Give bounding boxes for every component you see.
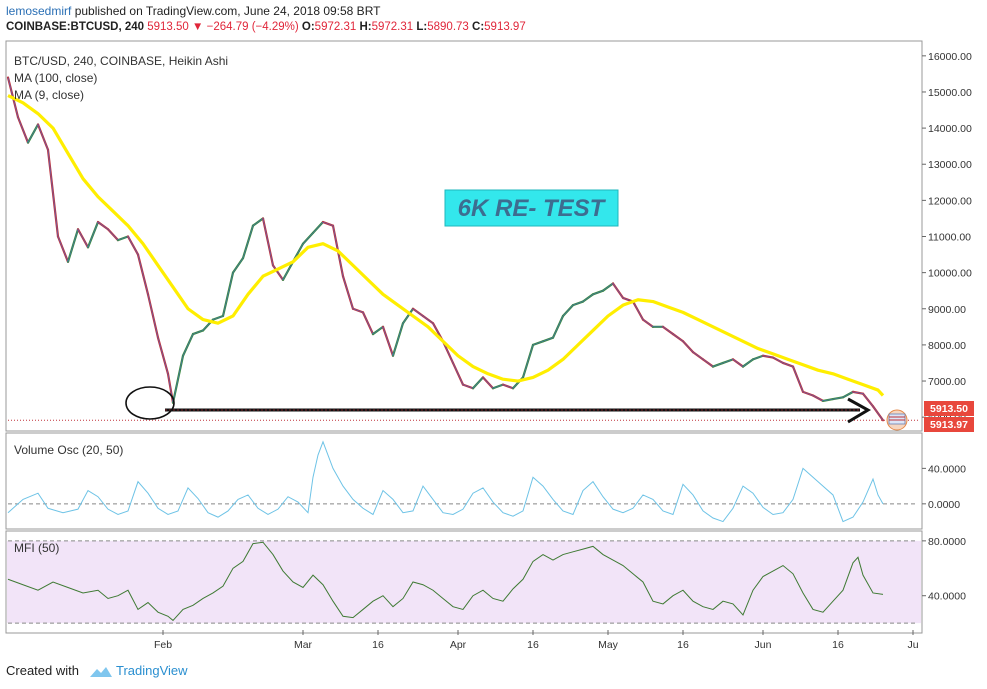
change-arrow-icon: ▼ [192, 21, 204, 33]
last-price-badge: 5913.50 [930, 403, 968, 415]
x-tick-label: 16 [527, 639, 539, 651]
series-layer [6, 76, 885, 622]
footer: Created with TradingView [6, 663, 188, 679]
x-tick-label: 16 [677, 639, 689, 651]
last-price: 5913.50 [147, 21, 189, 33]
close-label: C: [472, 21, 485, 33]
y-tick-label: 10000.00 [928, 268, 972, 280]
x-tick-label: Ju [907, 639, 918, 651]
high-value: 5972.31 [371, 21, 414, 33]
y-tick-label: 7000.00 [928, 376, 966, 388]
open-value: 5972.31 [314, 21, 357, 33]
x-tick-label: Apr [450, 639, 467, 651]
y-tick-label: 9000.00 [928, 304, 966, 316]
close-price-badge: 5913.97 [930, 419, 968, 431]
y-tick-label: 40.0000 [928, 463, 966, 475]
x-tick-label: May [598, 639, 619, 651]
close-value: 5913.97 [484, 21, 526, 33]
y-tick-label: 14000.00 [928, 123, 972, 135]
ma100-line [7, 94, 885, 397]
volume-pane-frame [5, 432, 923, 530]
y-tick-label: 16000.00 [928, 51, 972, 63]
mfi-pane-frame [5, 530, 923, 634]
ma100-legend: MA (100, close) [14, 71, 97, 85]
publisher-line: lemosedmirf published on TradingView.com… [6, 4, 380, 18]
last-price-badges: 5913.50 5913.97 [924, 401, 974, 432]
created-with-label: Created with [6, 663, 79, 678]
economic-event-icon[interactable] [886, 409, 908, 431]
symbol-label: COINBASE:BTCUSD, 240 [6, 21, 145, 33]
tradingview-brand-link[interactable]: TradingView [116, 663, 188, 678]
volume-osc-title: Volume Osc (20, 50) [14, 443, 123, 457]
published-text: published on TradingView.com, June 24, 2… [74, 4, 381, 18]
x-tick-label: 16 [372, 639, 384, 651]
x-tick-label: Mar [294, 639, 313, 651]
x-tick-label: 16 [832, 639, 844, 651]
quote-line: COINBASE:BTCUSD, 240 5913.50 ▼ −264.79 (… [6, 21, 526, 33]
x-tick-label: Jun [755, 639, 772, 651]
y-tick-label: 0.0000 [928, 499, 960, 511]
support-arrow-annotation[interactable] [125, 386, 872, 424]
mfi-title: MFI (50) [14, 541, 59, 555]
grid [8, 419, 918, 624]
price-change: −264.79 (−4.29%) [206, 21, 299, 33]
price-pane-title: BTC/USD, 240, COINBASE, Heikin Ashi [14, 54, 228, 68]
annotation-text: 6K RE- TEST [458, 195, 607, 222]
y-tick-label: 12000.00 [928, 195, 972, 207]
x-tick-label: Feb [154, 639, 172, 651]
low-label: L: [416, 21, 428, 33]
y-axis-ticks: 16000.00 15000.00 14000.00 13000.00 12000.00… [922, 51, 972, 603]
publisher-username[interactable]: lemosedmirf [6, 4, 72, 18]
low-value: 5890.73 [427, 21, 469, 33]
annotation-6k-retest[interactable]: 6K RE- TEST [444, 189, 619, 227]
mfi-line [7, 541, 884, 622]
ma9-legend: MA (9, close) [14, 88, 84, 102]
y-tick-label: 13000.00 [928, 159, 972, 171]
x-axis-ticks: Feb Mar 16 Apr 16 May 16 Jun 16 Ju [154, 630, 919, 651]
volume-osc-line [7, 440, 884, 523]
y-tick-label: 15000.00 [928, 87, 972, 99]
y-tick-label: 11000.00 [928, 232, 971, 244]
bottom-circle-annotation [125, 386, 175, 420]
mfi-band [7, 540, 921, 624]
y-tick-label: 40.0000 [928, 591, 966, 603]
y-tick-label: 8000.00 [928, 340, 966, 352]
tradingview-logo-icon [89, 666, 112, 677]
high-label: H: [359, 21, 372, 33]
y-tick-label: 80.0000 [928, 536, 966, 548]
ma9-line [7, 77, 884, 421]
price-pane-frame [5, 40, 923, 432]
open-label: O: [301, 21, 315, 33]
